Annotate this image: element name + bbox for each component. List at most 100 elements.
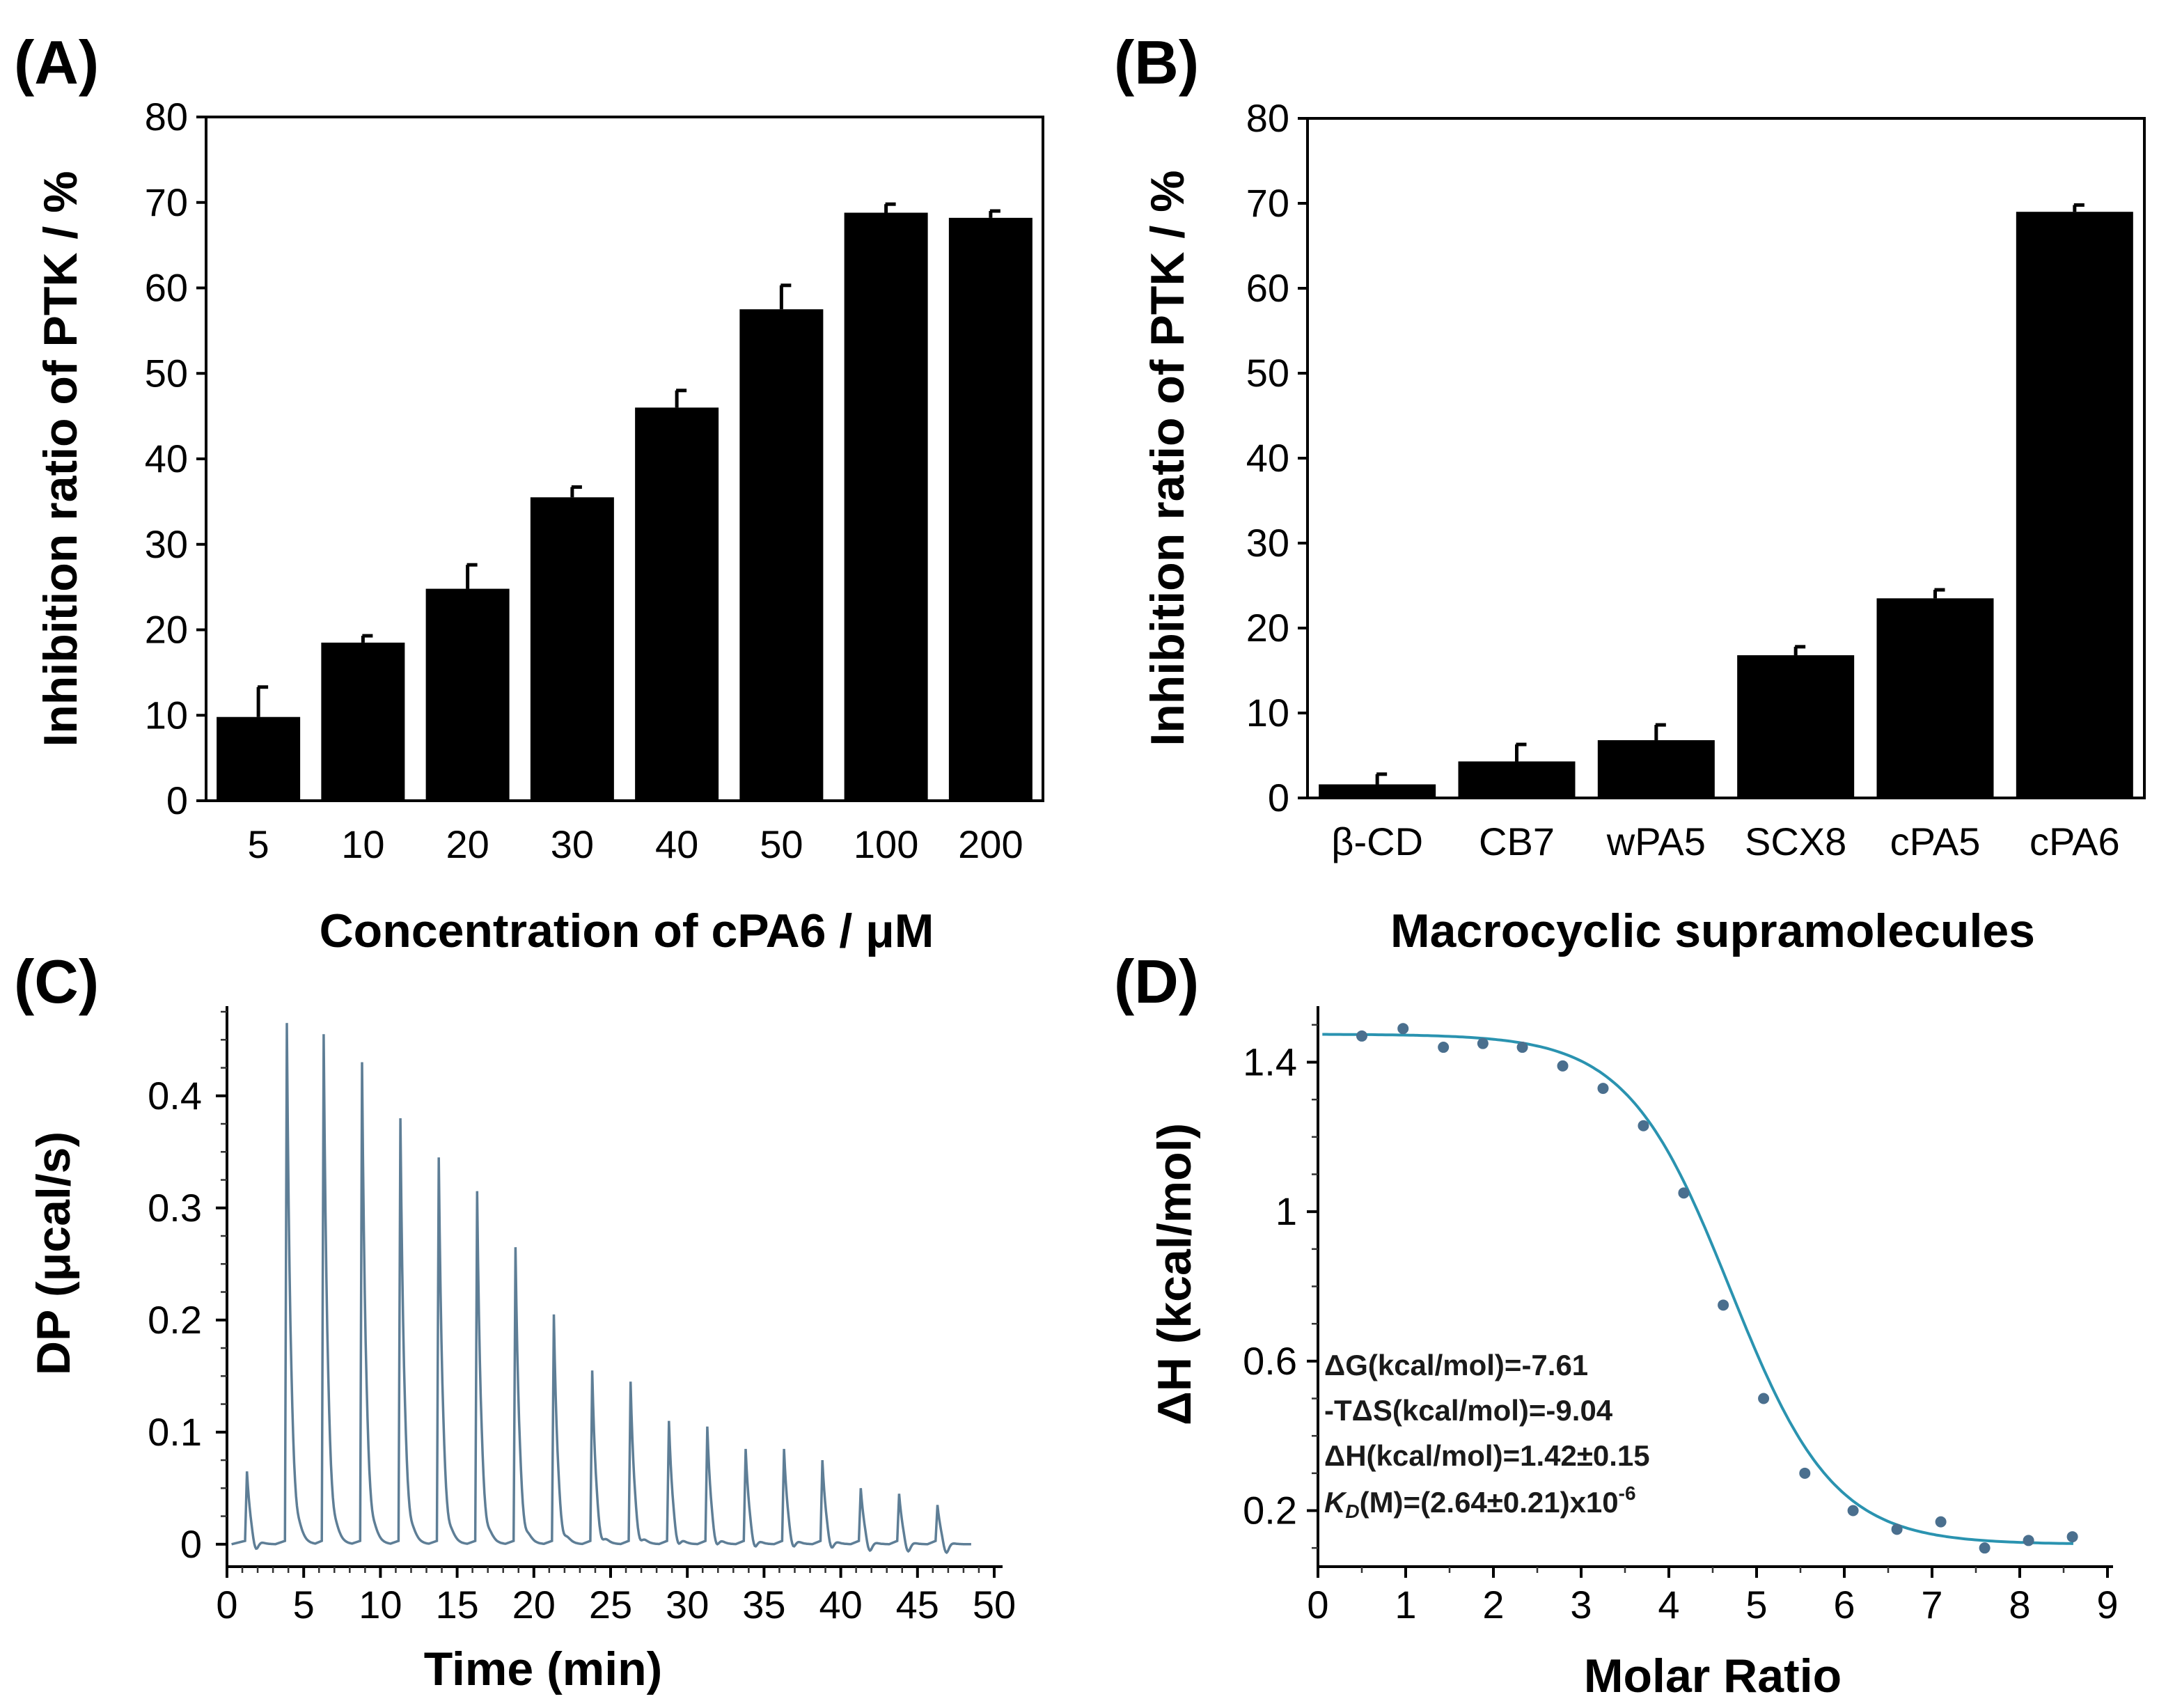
panela-bar bbox=[321, 642, 405, 801]
panela-bar bbox=[425, 588, 510, 801]
panel-b-xlabel: Macrocyclic supramolecules bbox=[1390, 904, 2035, 957]
panela-xtick-label: 20 bbox=[446, 822, 489, 866]
panelb-bar bbox=[1737, 655, 1855, 798]
panel-c-xtick-label: 10 bbox=[359, 1583, 402, 1627]
panel-d-xtick-label: 1 bbox=[1395, 1583, 1416, 1627]
panel-c-ytick-label: 0.2 bbox=[148, 1298, 202, 1342]
panel-c-xtick-label: 15 bbox=[435, 1583, 478, 1627]
isotherm-point bbox=[1935, 1516, 1947, 1528]
panel-c-ytick-label: 0.1 bbox=[148, 1410, 202, 1454]
panel-d-xtick-label: 8 bbox=[2009, 1583, 2030, 1627]
panelb-bar bbox=[1597, 740, 1715, 798]
panela-xtick-label: 200 bbox=[958, 822, 1023, 866]
panela-bar bbox=[530, 497, 614, 801]
panel-d-ytick-label: 0.2 bbox=[1243, 1489, 1297, 1533]
panel-c-ytick-label: 0.3 bbox=[148, 1186, 202, 1230]
panel-d-chart: 0.2 0.6 1 1.4 0 1 2 3 4 5 6 7 8 9 ΔH (kcal/mol) Mola… bbox=[1148, 1006, 2119, 1702]
panelb-ytick-label: 80 bbox=[1246, 96, 1289, 140]
panela-ytick-label: 20 bbox=[145, 608, 188, 652]
panel-c-ylabel: DP (μcal/s) bbox=[27, 1131, 80, 1375]
panela-bar bbox=[739, 309, 824, 801]
annotation-delta-g: ΔG(kcal/mol)=-7.61 bbox=[1324, 1349, 1588, 1381]
annotation-tds: -TΔS(kcal/mol)=-9.04 bbox=[1324, 1394, 1613, 1427]
panela-bar bbox=[844, 212, 928, 801]
panelb-xtick-label: β-CD bbox=[1331, 820, 1423, 863]
isotherm-point bbox=[1638, 1120, 1649, 1131]
panel-c-xtick-label: 50 bbox=[973, 1583, 1016, 1627]
panela-xtick-label: 5 bbox=[248, 822, 269, 866]
panela-ytick-label: 40 bbox=[145, 437, 188, 480]
panela-xtick-label: 40 bbox=[655, 822, 698, 866]
panel-d-ylabel: ΔH (kcal/mol) bbox=[1148, 1123, 1201, 1425]
isotherm-point bbox=[1557, 1060, 1569, 1072]
panel-label-a: (A) bbox=[14, 28, 99, 97]
isotherm-point bbox=[1597, 1083, 1609, 1095]
panela-ytick-label: 50 bbox=[145, 351, 188, 395]
panel-d-xtick-label: 6 bbox=[1833, 1583, 1855, 1627]
panel-c-xtick-label: 45 bbox=[896, 1583, 939, 1627]
panela-ytick-label: 60 bbox=[145, 266, 188, 310]
panela-ytick-label: 80 bbox=[145, 95, 188, 139]
panel-label-d: (D) bbox=[1114, 947, 1199, 1016]
panelb-ytick-label: 70 bbox=[1246, 181, 1289, 225]
panel-c-chart: 0 0.1 0.2 0.3 0.4 0 5 10 15 20 25 30 35 40 45 50 DP (μ… bbox=[27, 1006, 1016, 1695]
panelb-ytick-label: 50 bbox=[1246, 351, 1289, 395]
isotherm-point bbox=[1979, 1542, 1991, 1554]
panelb-ytick-label: 60 bbox=[1246, 266, 1289, 310]
isotherm-point bbox=[1678, 1187, 1690, 1199]
panel-c-xtick-label: 0 bbox=[216, 1583, 237, 1627]
panel-d-xtick-label: 4 bbox=[1658, 1583, 1679, 1627]
panelb-xtick-label: CB7 bbox=[1479, 820, 1555, 863]
panel-b-ylabel: Inhibition ratio of PTK / % bbox=[1141, 170, 1194, 746]
panel-d-xlabel: Molar Ratio bbox=[1584, 1650, 1842, 1702]
isotherm-point bbox=[1356, 1030, 1367, 1042]
panelb-xtick-label: cPA5 bbox=[1890, 820, 1981, 863]
panela-ytick-label: 10 bbox=[145, 693, 188, 737]
panel-d-xtick-label: 2 bbox=[1482, 1583, 1504, 1627]
panel-c-xtick-label: 30 bbox=[666, 1583, 709, 1627]
kd-symbol: K bbox=[1324, 1486, 1347, 1519]
panel-b-chart: 0 10 20 30 40 50 60 70 80 β-CD CB7 wPA5 SCX8 cPA5 cPA… bbox=[1141, 96, 2146, 957]
itc-trace-line bbox=[231, 1023, 971, 1555]
panelb-xtick-label: cPA6 bbox=[2030, 820, 2120, 863]
isotherm-point bbox=[1799, 1467, 1811, 1479]
annotation-delta-h: ΔH(kcal/mol)=1.42±0.15 bbox=[1324, 1439, 1650, 1472]
isotherm-point bbox=[1438, 1042, 1450, 1053]
annotation-kd: KD(M)=(2.64±0.21)x10-6 bbox=[1324, 1482, 1636, 1522]
panela-ytick-label: 0 bbox=[166, 778, 188, 822]
panelb-xtick-label: SCX8 bbox=[1745, 820, 1846, 863]
panel-c-xtick-label: 35 bbox=[742, 1583, 785, 1627]
panela-bar bbox=[635, 407, 719, 801]
isotherm-point bbox=[1477, 1037, 1489, 1049]
panela-bar bbox=[217, 716, 301, 801]
kd-value: (M)=(2.64±0.21)x10 bbox=[1360, 1486, 1619, 1519]
panelb-bar bbox=[1876, 598, 1994, 798]
panelb-xtick-label: wPA5 bbox=[1606, 820, 1706, 863]
fit-curve bbox=[1322, 1033, 2073, 1545]
kd-subscript: D bbox=[1345, 1501, 1359, 1522]
panel-d-ytick-label: 1.4 bbox=[1243, 1040, 1297, 1084]
panel-d-ytick-label: 1 bbox=[1275, 1189, 1297, 1233]
isotherm-point bbox=[1891, 1523, 1903, 1535]
panel-a-xlabel: Concentration of cPA6 / μM bbox=[320, 904, 934, 957]
panelb-ytick-label: 10 bbox=[1246, 691, 1289, 735]
panel-a-ylabel: Inhibition ratio of PTK / % bbox=[34, 171, 87, 746]
panel-c-xtick-label: 20 bbox=[512, 1583, 556, 1627]
panela-xtick-label: 100 bbox=[854, 822, 918, 866]
panela-bar bbox=[948, 217, 1033, 801]
panel-d-xtick-label: 0 bbox=[1307, 1583, 1328, 1627]
panelb-bar bbox=[1458, 761, 1576, 798]
panelb-ytick-label: 20 bbox=[1246, 606, 1289, 650]
isotherm-point bbox=[1758, 1393, 1770, 1404]
isotherm-point bbox=[1397, 1023, 1409, 1035]
panela-ytick-label: 70 bbox=[145, 180, 188, 224]
kd-exponent: -6 bbox=[1619, 1482, 1636, 1504]
panel-d-xtick-label: 9 bbox=[2096, 1583, 2118, 1627]
panel-c-xlabel: Time (min) bbox=[424, 1643, 663, 1695]
panel-c-xtick-label: 40 bbox=[819, 1583, 862, 1627]
isotherm-point bbox=[1718, 1299, 1729, 1311]
panel-c-ytick-label: 0 bbox=[180, 1522, 202, 1566]
panel-a-chart: 0 10 20 30 40 50 60 70 80 5 10 20 30 40 50 100 200 Inhi… bbox=[34, 95, 1044, 957]
panelb-bar bbox=[1319, 784, 1436, 798]
